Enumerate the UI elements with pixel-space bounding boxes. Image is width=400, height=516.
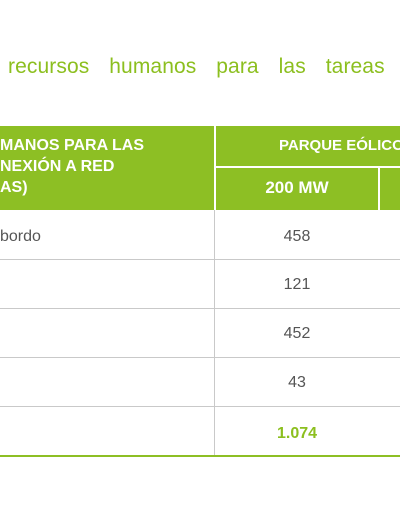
table-caption: recursos humanos para las tareas — [0, 55, 400, 79]
row-divider — [0, 259, 400, 260]
row-2-value: 121 — [283, 276, 311, 293]
header-200mw-cell — [216, 168, 378, 210]
caption-text: recursos humanos para las tareas — [8, 55, 385, 78]
column-divider — [214, 210, 215, 456]
header-parque-label: PARQUE EÓLICO — [279, 137, 400, 154]
row-1-label: bordo — [0, 228, 41, 245]
header-parque-cell — [216, 126, 400, 166]
row-divider — [0, 357, 400, 358]
table-bottom-rule — [0, 455, 400, 457]
header-left-label: MANOS PARA LAS NEXIÓN A RED AS) — [0, 137, 144, 196]
header-next-cell — [380, 168, 400, 210]
header-left-cell — [0, 126, 214, 210]
row-1-value: 458 — [283, 228, 311, 245]
row-divider — [0, 406, 400, 407]
total-value: 1.074 — [276, 425, 318, 442]
row-divider — [0, 308, 400, 309]
row-4-value: 43 — [288, 374, 306, 391]
row-3-value: 452 — [283, 325, 311, 342]
header-200mw-label: 200 MW — [265, 178, 329, 197]
